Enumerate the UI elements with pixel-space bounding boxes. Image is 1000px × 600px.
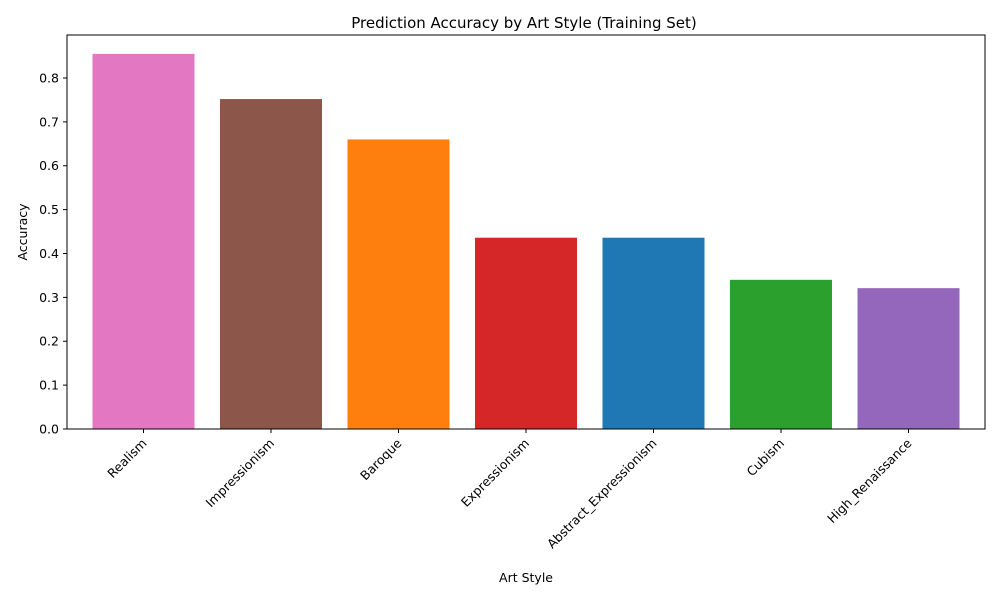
y-tick-label: 0.8: [39, 70, 59, 85]
x-axis-label: Art Style: [499, 570, 553, 585]
y-axis: 0.0 0.1 0.2 0.3 0.4 0.5 0.6 0.7 0.8: [39, 70, 67, 437]
x-axis: Realism Impressionism Baroque Expressionism…: [104, 429, 915, 551]
x-tick-label: Realism: [104, 436, 149, 481]
plot-frame: [66, 34, 986, 430]
bar-baroque: [347, 139, 450, 429]
x-tick-label: High_Renaissance: [824, 435, 915, 526]
x-tick-label: Abstract_Expressionism: [544, 436, 660, 552]
bar-high-renaissance: [857, 288, 960, 429]
bar-realism: [92, 53, 195, 430]
y-tick-label: 0.5: [39, 202, 59, 217]
bar-impressionism: [220, 99, 322, 429]
bar-cubism: [730, 279, 832, 429]
bars-group: [92, 53, 960, 430]
bar-expressionism: [475, 237, 577, 429]
y-tick-label: 0.3: [39, 290, 59, 305]
x-tick-label: Baroque: [357, 435, 405, 483]
y-tick-label: 0.1: [39, 378, 59, 393]
y-tick-label: 0.7: [39, 114, 59, 129]
x-tick-label: Expressionism: [458, 436, 532, 510]
y-tick-label: 0.0: [39, 422, 59, 437]
x-tick-label: Impressionism: [202, 436, 277, 511]
bar-abstract-expressionism: [602, 237, 705, 429]
y-axis-label: Accuracy: [15, 203, 30, 261]
y-tick-label: 0.4: [39, 246, 59, 261]
y-tick-label: 0.6: [39, 158, 59, 173]
chart-title: Prediction Accuracy by Art Style (Traini…: [351, 14, 697, 32]
y-tick-label: 0.2: [39, 334, 59, 349]
x-tick-label: Cubism: [743, 436, 787, 480]
